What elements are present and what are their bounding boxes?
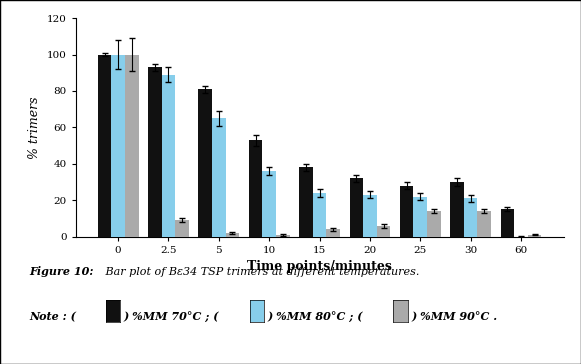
Bar	[313, 193, 327, 237]
Bar	[276, 235, 289, 237]
Bar	[112, 55, 125, 237]
Bar	[263, 171, 276, 237]
X-axis label: Time points/minutes: Time points/minutes	[247, 260, 392, 273]
Bar	[414, 197, 427, 237]
Text: ) %MM 70°C ; (: ) %MM 70°C ; (	[124, 312, 223, 323]
Text: Note : (: Note : (	[29, 311, 80, 322]
Bar	[212, 118, 225, 237]
Bar	[528, 235, 541, 237]
Bar	[225, 233, 239, 237]
Bar	[464, 198, 478, 237]
Bar	[501, 209, 514, 237]
Bar	[249, 140, 263, 237]
Bar	[98, 55, 112, 237]
Bar	[363, 195, 376, 237]
Bar	[478, 211, 491, 237]
Text: ) %MM 80°C ; (: ) %MM 80°C ; (	[268, 312, 367, 323]
Bar	[427, 211, 440, 237]
Bar	[450, 182, 464, 237]
Bar	[327, 229, 340, 237]
Y-axis label: % trimers: % trimers	[28, 96, 41, 159]
Text: Figure 10:: Figure 10:	[29, 266, 94, 277]
Bar	[125, 55, 138, 237]
Bar	[175, 220, 189, 237]
Bar	[162, 75, 175, 237]
Bar	[400, 186, 414, 237]
Text: ) %MM 90°C .: ) %MM 90°C .	[411, 311, 497, 322]
Bar	[350, 178, 363, 237]
Text: Bar plot of Bε34 TSP trimers at different temperatures.: Bar plot of Bε34 TSP trimers at differen…	[102, 267, 419, 277]
Bar	[299, 167, 313, 237]
Bar	[148, 67, 162, 237]
Bar	[199, 89, 212, 237]
Bar	[376, 226, 390, 237]
